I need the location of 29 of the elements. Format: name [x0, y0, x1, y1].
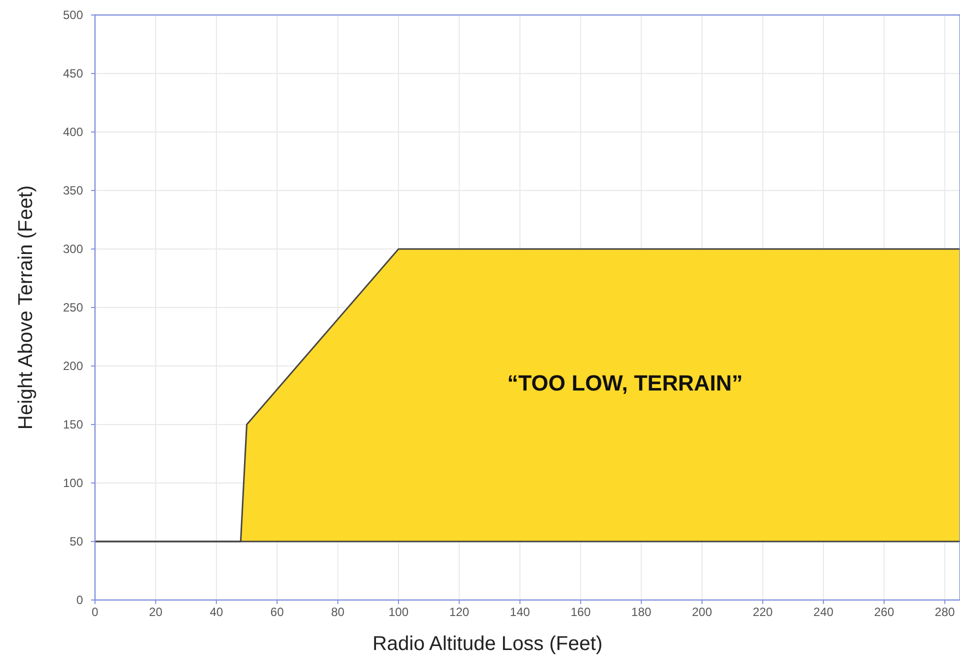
y-tick-label: 150	[62, 418, 84, 432]
y-tick-label: 300	[62, 242, 84, 256]
x-tick-label: 60	[270, 605, 284, 619]
annotation: “TOO LOW, TERRAIN”	[507, 370, 743, 396]
x-tick-label: 80	[331, 605, 345, 619]
y-tick-label: 350	[62, 184, 84, 198]
x-tick-label: 120	[449, 605, 470, 619]
x-tick-label: 160	[570, 605, 591, 619]
x-axis-title: Radio Altitude Loss (Feet)	[372, 633, 603, 655]
x-tick-label: 140	[510, 605, 530, 619]
y-axis-title: Height Above Terrain (Feet)	[15, 185, 37, 430]
x-tick-label: 220	[752, 605, 774, 619]
x-tick-label: 200	[692, 605, 712, 619]
x-tick-label: 20	[149, 605, 163, 619]
y-tick-label: 250	[62, 300, 84, 315]
x-tick-label: 180	[631, 605, 652, 619]
x-tick-label: 40	[210, 605, 224, 619]
x-tick-label: 100	[388, 605, 409, 619]
y-tick-label: 200	[62, 359, 84, 374]
x-tick-label: 280	[934, 605, 956, 619]
x-tick-label: 260	[874, 605, 894, 619]
y-tick-label: 100	[62, 476, 84, 490]
y-tick-label: 0	[76, 593, 84, 608]
x-tick-label: 0	[92, 605, 99, 619]
x-tick-label: 240	[813, 605, 834, 619]
y-tick-label: 50	[70, 534, 84, 549]
y-tick-label: 450	[62, 66, 84, 81]
y-tick-label: 500	[62, 8, 84, 22]
y-tick-label: 400	[62, 125, 84, 140]
